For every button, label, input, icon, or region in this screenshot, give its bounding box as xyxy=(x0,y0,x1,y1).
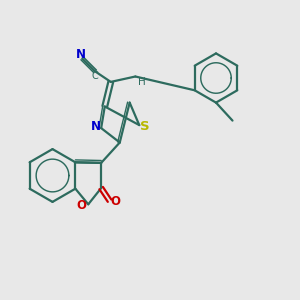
Text: O: O xyxy=(77,199,87,212)
Text: N: N xyxy=(91,120,101,133)
Text: N: N xyxy=(76,48,86,62)
Text: C: C xyxy=(91,70,98,81)
Text: H: H xyxy=(138,77,146,87)
Text: S: S xyxy=(140,120,149,133)
Text: O: O xyxy=(110,195,120,208)
